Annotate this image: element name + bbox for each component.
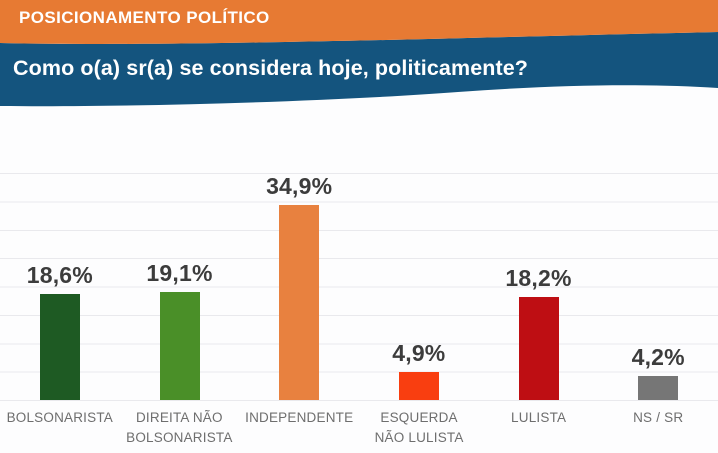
category-label: ESQUERDA NÃO LULISTA [374, 410, 464, 445]
chart-title: Como o(a) sr(a) se considera hoje, polit… [13, 56, 529, 80]
category-labels-row: BOLSONARISTA DIREITA NÃO BOLSONARISTA INDE… [0, 408, 718, 447]
bar [518, 297, 559, 400]
kicker-banner-shape [0, 0, 718, 44]
bar-value-label: 4,9% [392, 340, 446, 366]
category-label: INDEPENDENTE [245, 410, 354, 425]
bar-value-label: 34,9% [266, 173, 333, 199]
bar-value-label: 18,2% [505, 265, 572, 291]
bar-value-label: 18,6% [26, 262, 93, 288]
bar [279, 205, 320, 400]
header-banners [0, 0, 718, 107]
category-label: NS / SR [633, 410, 684, 425]
bar-column: 34,9% [239, 173, 359, 400]
category-label: BOLSONARISTA [6, 410, 113, 425]
bar-value-label: 4,2% [631, 344, 685, 370]
category-label: DIREITA NÃO BOLSONARISTA [126, 410, 233, 445]
bar [398, 372, 439, 400]
bar [638, 376, 679, 400]
bar-column: 4,9% [359, 173, 479, 400]
bar [39, 294, 80, 400]
section-title: POSICIONAMENTO POLÍTICO [19, 8, 270, 27]
plot-gridlines [0, 173, 718, 401]
bar-column: 4,2% [598, 173, 718, 400]
bar [159, 292, 200, 400]
question-banner-shape [0, 32, 718, 107]
bar-column: 18,2% [479, 173, 599, 400]
bar-column: 18,6% [0, 173, 120, 400]
bar-column: 19,1% [120, 173, 240, 400]
bars-row: 18,6% 19,1% 34,9% 4,9% 18,2% 4,2% [0, 173, 718, 400]
category-label: LULISTA [511, 410, 567, 425]
bar-value-label: 19,1% [146, 260, 213, 286]
